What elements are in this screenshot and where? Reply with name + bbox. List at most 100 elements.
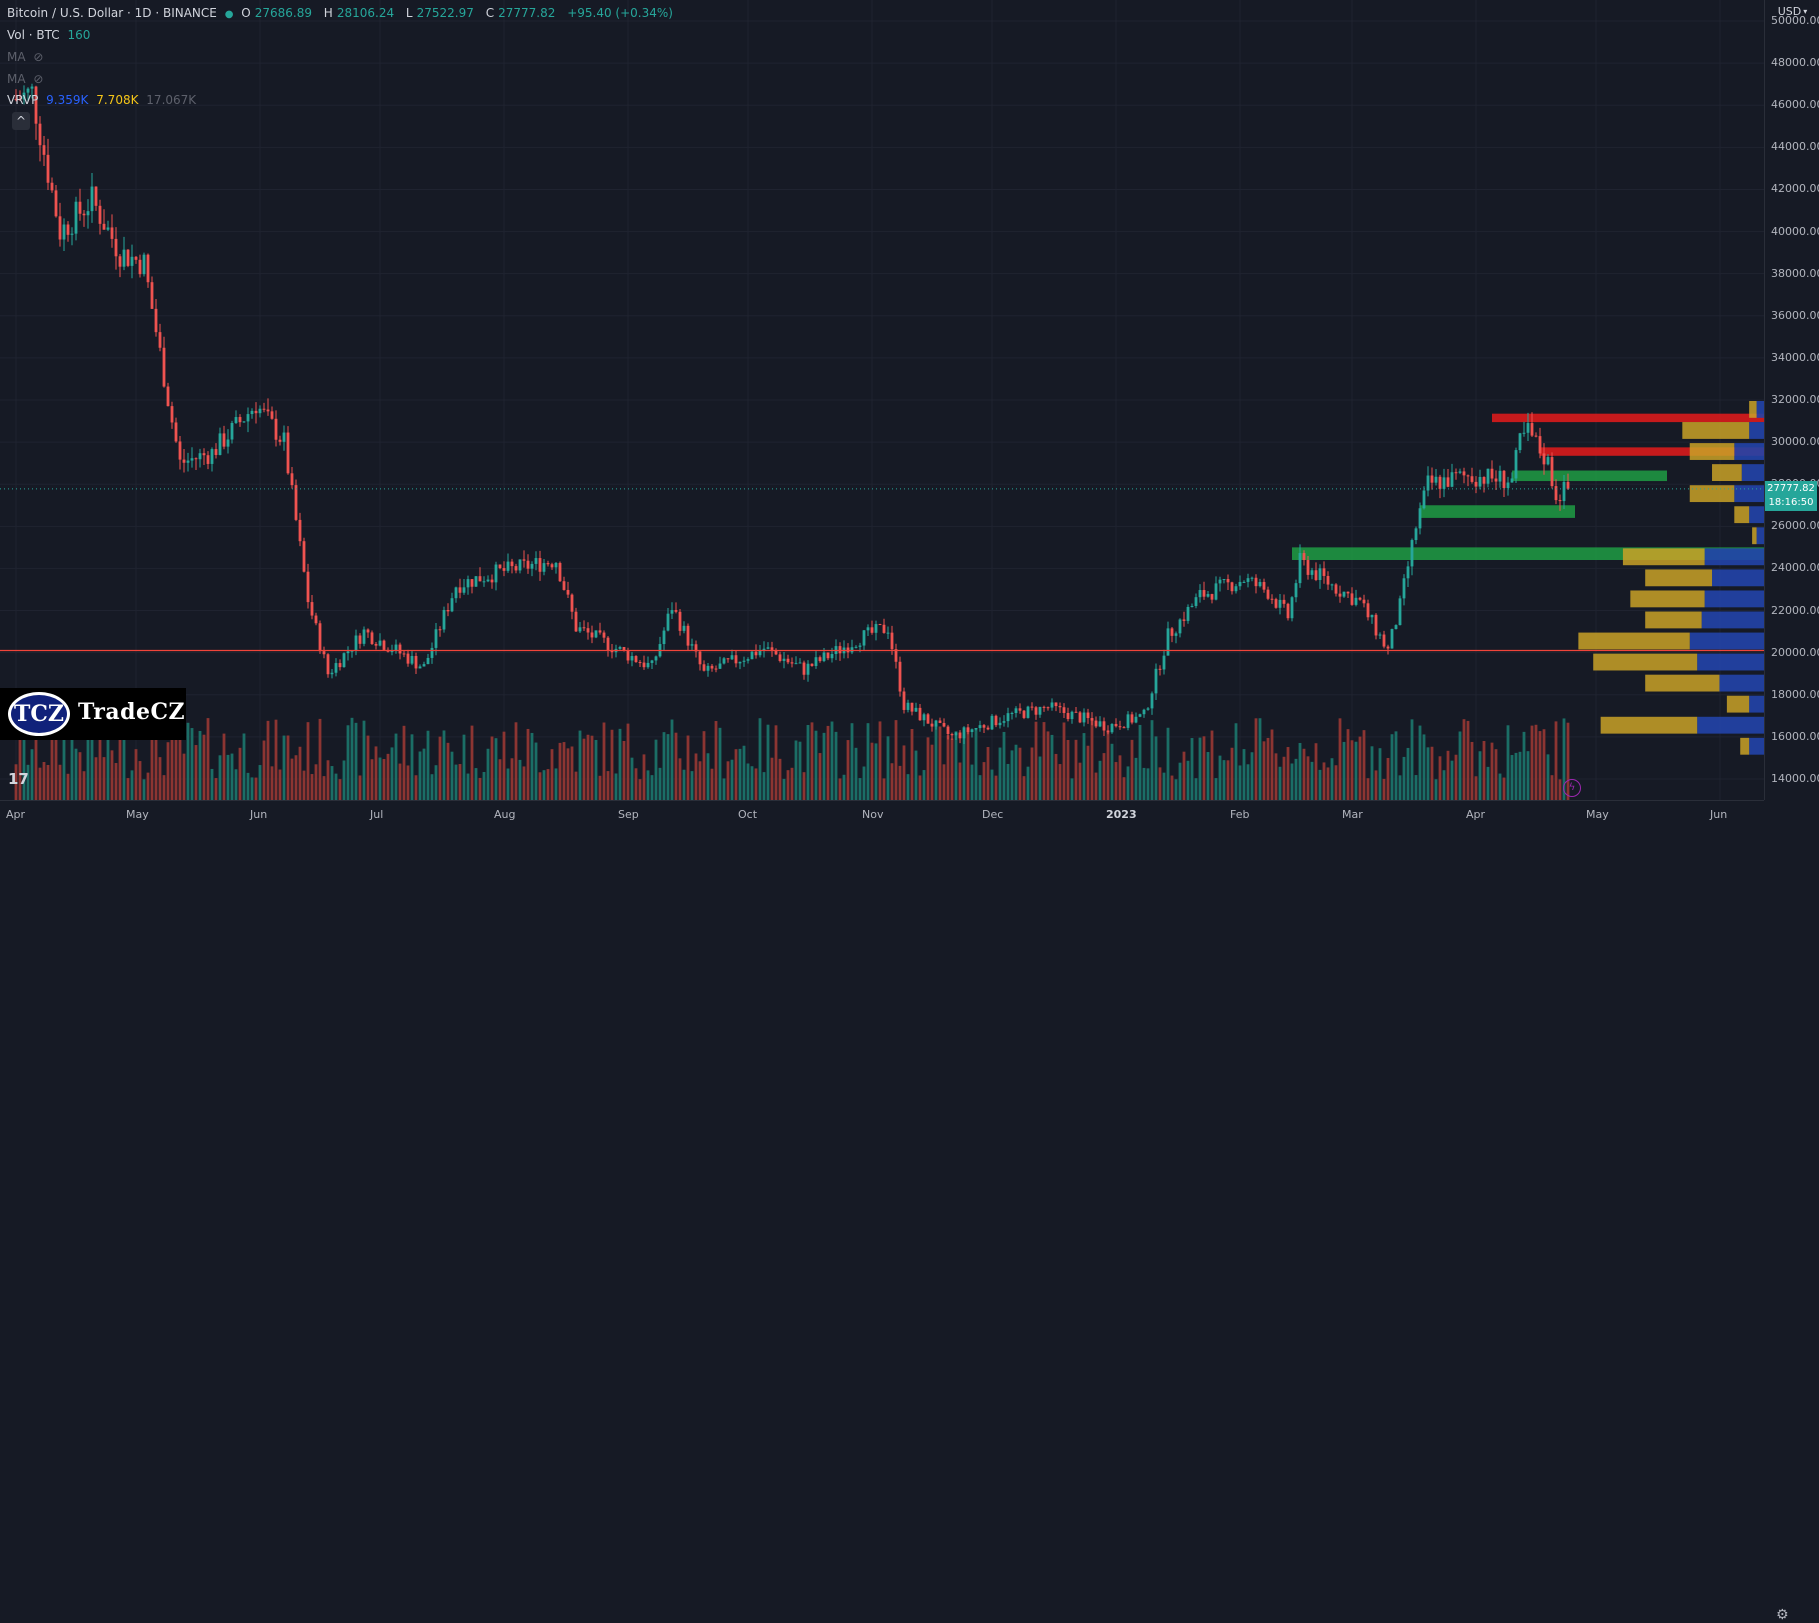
volume-bar (1010, 750, 1014, 800)
volume-bar (694, 753, 698, 800)
candle-body (458, 587, 462, 593)
tradingview-logo-icon[interactable]: 17 (8, 770, 29, 788)
volume-bar (262, 740, 266, 800)
candle-body (314, 615, 318, 624)
volume-bar (1366, 778, 1370, 800)
candle-body (610, 650, 614, 653)
candle-body (186, 460, 190, 463)
volume-bar (1218, 755, 1222, 800)
candle-body (706, 665, 710, 671)
candle-body (1298, 553, 1302, 584)
volume-bar (510, 758, 514, 800)
candle-body (518, 559, 522, 571)
volume-bar (1414, 775, 1418, 800)
vp-down-bar (1645, 674, 1720, 692)
candle-body (370, 632, 374, 644)
volume-bar (366, 735, 370, 800)
candle-body (1454, 472, 1458, 474)
vp-down-bar (1712, 464, 1742, 481)
candle-body (430, 647, 434, 658)
volume-bar (1194, 778, 1198, 800)
candle-body (654, 656, 658, 661)
candle-body (566, 589, 570, 595)
volume-bar (790, 767, 794, 800)
lightning-icon[interactable]: ϟ (1563, 779, 1581, 797)
price-tick-label: 18000.00 (1771, 687, 1819, 701)
volume-bar (802, 772, 806, 800)
volume-bar (1342, 741, 1346, 800)
hidden-eye-icon[interactable]: ⊘ (33, 50, 44, 64)
volume-bar (1050, 734, 1054, 800)
volume-bar (526, 728, 530, 800)
candle-body (694, 644, 698, 652)
vrvp-legend[interactable]: VRVP 9.359K 7.708K 17.067K (7, 93, 200, 107)
time-tick-label: Dec (982, 808, 1004, 821)
chart-pane[interactable]: Bitcoin / U.S. Dollar · 1D · BINANCE ● O… (0, 0, 1764, 800)
price-chart[interactable] (0, 0, 1764, 800)
volume-legend[interactable]: Vol · BTC 160 (7, 28, 94, 42)
candle-body (30, 86, 34, 89)
volume-bar (234, 769, 238, 800)
vrvp-up-volume: 9.359K (46, 93, 89, 107)
candle-body (750, 651, 754, 660)
candle-body (798, 662, 802, 664)
candle-body (1294, 583, 1298, 598)
candle-body (602, 632, 606, 638)
time-tick-label: 2023 (1106, 808, 1137, 821)
candle-body (1170, 628, 1174, 636)
candle-body (1386, 646, 1390, 649)
volume-bar (318, 718, 322, 800)
candle-body (746, 659, 750, 661)
candle-body (478, 576, 482, 582)
ma2-legend[interactable]: MA ⊘ (7, 72, 47, 86)
time-axis[interactable]: Apr May Jun Jul Aug Sep Oct Nov Dec 2023 Feb Mar Apr… (0, 800, 1789, 1623)
price-tick-label: 38000.00 (1771, 266, 1819, 280)
candle-body (986, 727, 990, 730)
candle-body (718, 663, 722, 669)
volume-label: Vol · BTC (7, 28, 60, 42)
price-tick-label: 44000.00 (1771, 140, 1819, 154)
price-tick-label: 36000.00 (1771, 308, 1819, 322)
collapse-legend-button[interactable]: ^ (12, 112, 30, 130)
candle-body (234, 417, 238, 423)
candle-body (578, 627, 582, 632)
volume-bar (1530, 725, 1534, 800)
candle-body (1134, 716, 1138, 723)
candle-body (950, 734, 954, 736)
ma1-legend[interactable]: MA ⊘ (7, 50, 47, 64)
currency-selector[interactable]: USD ▾ (1765, 0, 1819, 22)
volume-bar (302, 770, 306, 800)
chevron-up-icon: ^ (15, 114, 27, 128)
volume-bar (550, 749, 554, 800)
volume-bar (14, 764, 18, 800)
candle-body (1342, 591, 1346, 597)
volume-bar (1150, 720, 1154, 800)
price-axis[interactable]: USD ▾ 50000.00 48000.00 46000.00 44000.00 42… (1764, 0, 1819, 800)
volume-bar (1070, 778, 1074, 800)
candle-body (358, 635, 362, 644)
volume-bar (1030, 747, 1034, 800)
time-tick-label: Jun (250, 808, 268, 821)
candle-body (866, 627, 870, 631)
low-label: L (405, 6, 413, 20)
volume-bar (106, 718, 110, 800)
volume-bar (1458, 731, 1462, 800)
vp-up-bar (1749, 695, 1764, 713)
gear-icon[interactable]: ⚙ (1776, 1607, 1789, 1623)
volume-bar (310, 774, 314, 800)
symbol-title[interactable]: Bitcoin / U.S. Dollar · 1D · BINANCE (7, 6, 217, 20)
volume-bar (442, 730, 446, 800)
support-zone (1512, 470, 1667, 482)
candle-body (510, 561, 514, 567)
candle-body (990, 715, 994, 730)
price-tick-label: 30000.00 (1771, 435, 1819, 449)
candle-body (682, 625, 686, 631)
volume-bar (1326, 767, 1330, 800)
candle-body (982, 725, 986, 728)
volume-bar (634, 768, 638, 800)
candle-body (382, 640, 386, 650)
candle-body (90, 186, 94, 212)
hidden-eye-icon[interactable]: ⊘ (33, 72, 44, 86)
volume-bar (1038, 756, 1042, 800)
volume-bar (774, 725, 778, 800)
